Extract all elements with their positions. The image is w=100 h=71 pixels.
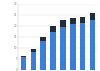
Bar: [50, 32, 56, 70]
Bar: [70, 18, 76, 24]
Bar: [50, 26, 56, 32]
Bar: [80, 23, 85, 70]
Bar: [90, 20, 95, 70]
Bar: [31, 49, 36, 52]
Bar: [90, 13, 95, 20]
Bar: [70, 24, 76, 70]
Bar: [80, 17, 85, 23]
Bar: [31, 52, 36, 70]
Bar: [60, 20, 66, 27]
Bar: [21, 58, 26, 70]
Bar: [40, 37, 46, 41]
Bar: [21, 56, 26, 58]
Bar: [60, 27, 66, 70]
Bar: [40, 41, 46, 70]
